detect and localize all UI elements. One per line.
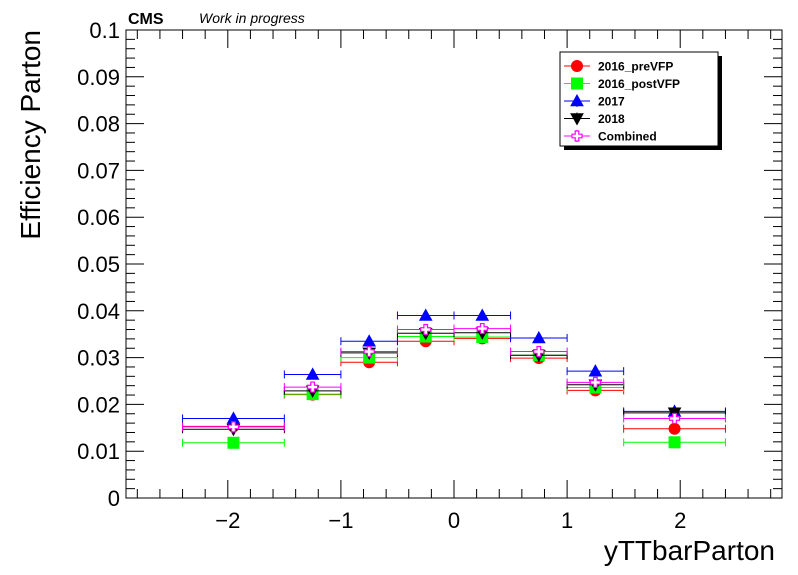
legend-entry: 2016_preVFP	[564, 60, 673, 74]
y-tick-label: 0.02	[77, 392, 120, 417]
x-tick-label: 0	[448, 508, 460, 533]
legend-label: 2018	[598, 112, 625, 126]
data-point	[623, 436, 726, 449]
data-point	[453, 308, 512, 321]
legend-entry: 2017	[564, 93, 625, 109]
y-tick-label: 0.1	[89, 18, 120, 43]
data-point	[566, 364, 625, 377]
marker-open-cross	[533, 345, 545, 358]
marker-open-cross	[668, 412, 681, 425]
x-tick-label: −2	[215, 508, 240, 533]
data-point	[510, 345, 568, 358]
y-tick-label: 0.08	[77, 112, 120, 137]
data-point	[283, 367, 342, 380]
series-Combined	[182, 322, 726, 433]
legend-marker	[571, 60, 583, 72]
data-point	[283, 381, 342, 393]
legend-marker	[570, 113, 584, 126]
legend-entry: Combined	[564, 130, 657, 144]
x-tick-label: 2	[674, 508, 686, 533]
y-tick-label: 0.05	[77, 252, 120, 277]
legend: 2016_preVFP 2016_postVFP 2017 2018 Combined	[559, 51, 722, 150]
legend-box	[559, 51, 719, 147]
marker-triangle-up	[418, 308, 433, 321]
plot-area: 0 0.01 0.02 0.03 0.04 0.05 0.06 0.07 0.08 0.09 0.1…	[77, 18, 783, 533]
y-tick-label: 0.07	[77, 158, 120, 183]
legend-label: 2017	[598, 95, 625, 109]
data-point	[340, 345, 398, 358]
x-tick-label: −1	[328, 508, 353, 533]
y-axis-title: Efficiency Parton	[15, 30, 46, 240]
legend-label: 2016_postVFP	[598, 77, 680, 91]
data-point	[182, 436, 285, 449]
y-tick-label: 0	[108, 486, 120, 511]
marker-open-cross	[227, 421, 240, 433]
data-point	[182, 411, 285, 424]
marker-open-cross	[363, 345, 375, 358]
marker-triangle-up	[531, 330, 546, 344]
marker-open-cross	[307, 381, 319, 393]
legend-marker	[570, 93, 584, 107]
y-tick-label: 0.01	[77, 439, 120, 464]
x-axis-title: yTTbarParton	[604, 535, 775, 566]
marker-open-cross	[589, 376, 601, 389]
legend-label: Combined	[598, 130, 657, 144]
legend-entry: 2018	[564, 112, 625, 126]
experiment-label: CMS	[128, 11, 164, 28]
marker-triangle-up	[475, 308, 490, 321]
data-point	[182, 421, 285, 433]
marker-open-cross	[420, 323, 432, 336]
data-point	[623, 422, 726, 435]
status-label: Work in progress	[199, 10, 305, 26]
y-tick-label: 0.09	[77, 65, 120, 90]
legend-marker	[571, 130, 583, 142]
marker-square	[668, 436, 681, 449]
data-point	[453, 322, 512, 335]
y-tick-label: 0.03	[77, 346, 120, 371]
x-tick-label: 1	[561, 508, 573, 533]
marker-circle	[668, 422, 681, 435]
marker-square	[227, 436, 240, 449]
y-tick-label: 0.06	[77, 205, 120, 230]
data-point	[623, 412, 726, 425]
legend-marker	[571, 77, 583, 90]
marker-open-cross	[476, 322, 488, 335]
data-point	[566, 376, 625, 389]
marker-triangle-up	[588, 364, 603, 377]
y-tick-label: 0.04	[77, 299, 120, 324]
legend-label: 2016_preVFP	[598, 60, 673, 74]
marker-triangle-up	[305, 367, 320, 380]
legend-entry: 2016_postVFP	[564, 77, 680, 91]
data-point	[396, 308, 455, 321]
